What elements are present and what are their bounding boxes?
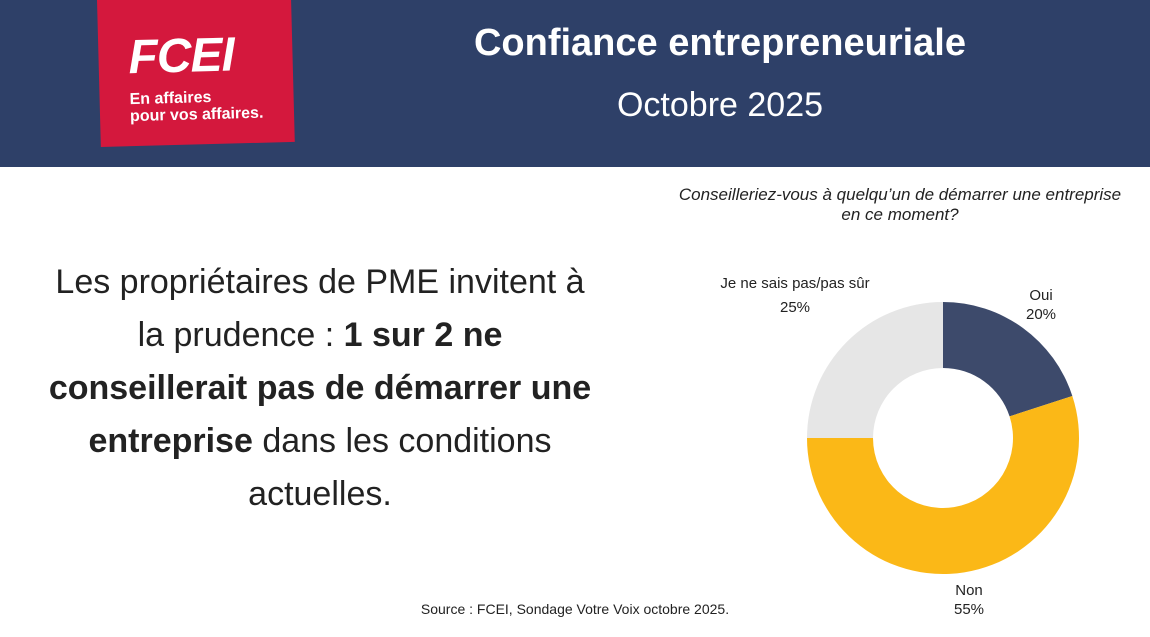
slice-label-2: Je ne sais pas/pas sûr — [720, 275, 869, 292]
slice-label-0: Oui — [1029, 287, 1052, 304]
donut-slice-1 — [807, 395, 1079, 575]
headline-part1: Les propriétaires de PME invitent à la p… — [55, 263, 585, 354]
page-title: Confiance entrepreneuriale — [473, 22, 967, 64]
headline-part2: dans les conditions actuelles. — [248, 422, 552, 513]
headline-statement: Les propriétaires de PME invitent à la p… — [40, 256, 600, 521]
slice-value-2: 25% — [780, 299, 810, 316]
chart-title: Conseilleriez-vous à quelqu’un de démarr… — [678, 185, 1122, 224]
headline-bold: 1 sur 2 ne conseillerait pas de démarrer… — [48, 316, 592, 460]
page-subtitle: Octobre 2025 — [616, 86, 824, 124]
slice-value-0: 20% — [1026, 306, 1056, 323]
header-banner: FCEI En affaires pour vos affaires. Conf… — [0, 0, 1150, 167]
slice-value-1: 55% — [954, 601, 984, 618]
donut-slice-2 — [807, 302, 943, 438]
source-note: Source : FCEI, Sondage Votre Voix octobr… — [420, 601, 730, 617]
slice-label-1: Non — [955, 582, 983, 599]
donut-slice-0 — [943, 302, 1073, 417]
